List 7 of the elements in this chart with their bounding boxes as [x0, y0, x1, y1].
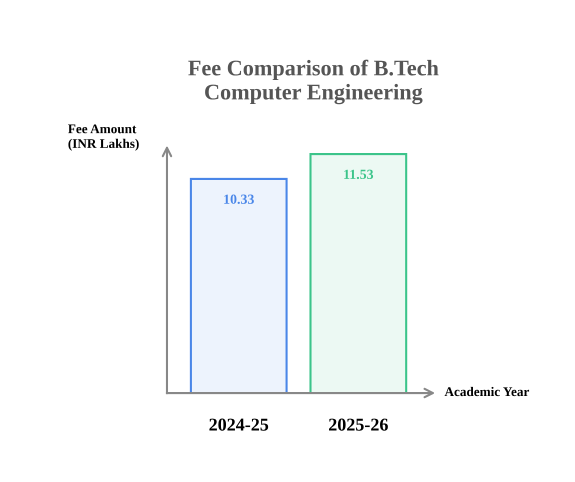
x-tick-label: 2024-25 [209, 418, 268, 431]
chart-title: Fee Comparison of B.Tech Computer Engineering [188, 60, 439, 104]
x-tick-label: 2025-26 [329, 418, 388, 431]
data-label: 11.53 [344, 170, 374, 180]
x-axis-title: Academic Year [444, 386, 530, 396]
y-axis-title: Fee Amount (INR Lakhs) [68, 124, 139, 151]
data-label: 10.33 [224, 194, 254, 204]
